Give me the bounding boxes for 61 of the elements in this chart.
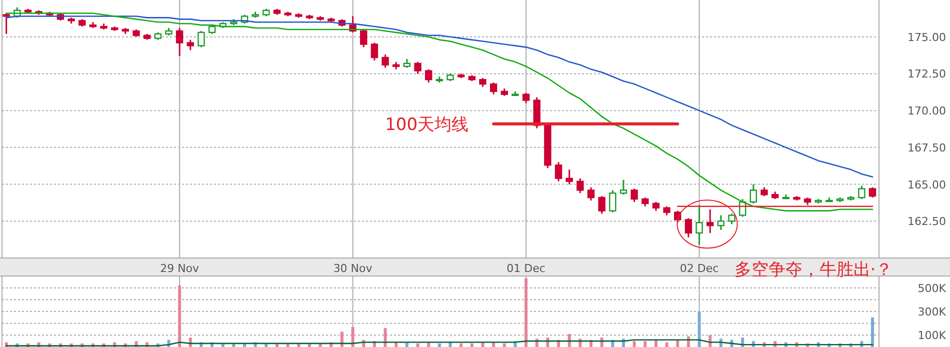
candlestick — [598, 195, 606, 215]
bar — [644, 341, 647, 347]
candlestick — [587, 186, 595, 202]
candlestick — [2, 12, 10, 35]
bar — [676, 340, 680, 347]
candlestick — [868, 186, 876, 198]
candlestick — [424, 68, 432, 84]
x-tick-label: 02 Dec — [680, 262, 719, 275]
candlestick — [706, 208, 714, 234]
y-tick-label: 170.00 — [908, 104, 946, 118]
candlestick — [382, 54, 389, 69]
candlestick — [370, 42, 378, 62]
candlestick — [684, 217, 692, 238]
y-tick-label: 162.50 — [908, 215, 946, 228]
bar — [438, 343, 441, 347]
bar — [568, 334, 571, 347]
candlestick — [696, 204, 703, 246]
y-tick-label: 175.00 — [908, 30, 946, 44]
candlestick — [554, 161, 562, 182]
candlestick — [490, 82, 498, 96]
bar — [632, 341, 636, 347]
candlestick — [728, 213, 736, 225]
annotation: 多空争夺，牛胜出·？ — [734, 260, 893, 280]
candlestick — [620, 179, 628, 196]
bar — [654, 340, 658, 347]
candlestick — [609, 189, 616, 214]
candlestick — [186, 39, 194, 51]
y-tick-label: 165.00 — [908, 178, 946, 192]
bar — [871, 317, 874, 347]
candlestick — [630, 188, 638, 203]
candlestick — [349, 15, 356, 34]
candlestick — [576, 178, 584, 194]
bar — [524, 278, 528, 347]
bar — [460, 343, 463, 347]
candlestick — [198, 30, 205, 48]
candlestick — [360, 28, 368, 48]
x-tick-label: 30 Nov — [333, 262, 373, 275]
series-label: 100天均线 — [385, 114, 469, 135]
bar — [502, 343, 506, 347]
y-tick-label: 100K — [918, 329, 947, 342]
bar — [698, 312, 701, 347]
bar — [665, 342, 668, 347]
candlestick — [566, 168, 573, 186]
y-tick-label: 300K — [918, 306, 947, 318]
candlestick — [414, 61, 422, 74]
candlestick — [750, 184, 758, 204]
bar — [470, 343, 474, 347]
bar — [384, 328, 387, 347]
bar — [416, 343, 420, 347]
bar — [340, 332, 344, 347]
y-tick-label: 167.50 — [908, 141, 946, 154]
candlestick — [522, 92, 530, 104]
candlestick — [176, 27, 184, 57]
candlestick — [717, 214, 725, 231]
y-tick-label: 500K — [918, 282, 947, 295]
x-tick-label: 29 Nov — [160, 262, 200, 275]
candlestick — [858, 185, 866, 200]
y-tick-label: 172.50 — [908, 68, 946, 81]
bar — [351, 326, 354, 347]
bar — [178, 285, 182, 347]
x-tick-label: 01 Dec — [506, 262, 546, 275]
